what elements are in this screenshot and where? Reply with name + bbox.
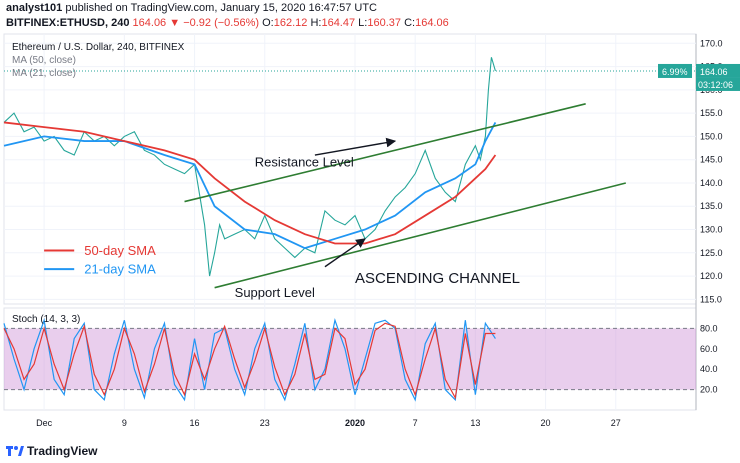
published-text: published on TradingView.com, January 15… <box>65 2 377 14</box>
open-label: O: <box>262 17 274 29</box>
high-value: 164.47 <box>321 17 356 29</box>
countdown-badge <box>696 77 740 91</box>
legend-50-label: 50-day SMA <box>84 243 156 258</box>
sma21-line <box>3 122 497 250</box>
time-tick-label: 16 <box>190 418 200 428</box>
support-line <box>214 182 626 289</box>
change-badge-label: 6.99% <box>662 67 688 77</box>
close-value: 164.06 <box>415 17 449 29</box>
price-tick-label: 150.0 <box>700 131 723 141</box>
tradingview-brand[interactable]: TradingView <box>27 444 98 458</box>
stoch-tick-label: 40.0 <box>700 364 718 374</box>
time-tick-label: 9 <box>122 418 127 428</box>
open-value: 162.12 <box>273 17 308 29</box>
price-badge <box>696 63 740 78</box>
time-tick-label: 7 <box>413 418 418 428</box>
author-name[interactable]: analyst101 <box>6 2 63 14</box>
high-label: H: <box>310 17 322 29</box>
time-tick-label: 13 <box>470 418 480 428</box>
price-tick-label: 135.0 <box>700 201 723 211</box>
price-tick-label: 145.0 <box>700 155 723 165</box>
ohlc-row: BITFINEX:ETHUSD, 240 164.06 ▼ −0.92 (−0.… <box>6 17 449 29</box>
annotations: Resistance Level Support Level ASCENDING C… <box>44 103 626 300</box>
axes: 115.0 120.0 125.0 130.0 135.0 140.0 145.0 150.0… <box>36 38 740 428</box>
ma50-indicator-label: MA (50, close) <box>12 55 76 66</box>
tradingview-logo-icon[interactable] <box>6 444 24 458</box>
resistance-arrow <box>314 137 397 156</box>
stoch-tick-label: 80.0 <box>700 323 718 333</box>
last-price: 164.06 <box>132 17 167 29</box>
ma21-indicator-label: MA (21, close) <box>12 68 76 79</box>
time-tick-label: 27 <box>611 418 621 428</box>
price-tick-label: 120.0 <box>700 271 723 281</box>
chart-canvas[interactable]: 115.0 120.0 125.0 130.0 135.0 140.0 145.0 150.0… <box>0 0 740 440</box>
stoch-title: Stoch (14, 3, 3) <box>12 314 80 325</box>
chart-header: analyst101 published on TradingView.com,… <box>0 0 740 34</box>
price-tick-label: 155.0 <box>700 108 723 118</box>
price-tick-label: 140.0 <box>700 178 723 188</box>
price-tick-label: 125.0 <box>700 248 723 258</box>
low-label: L: <box>358 17 368 29</box>
time-tick-label: 2020 <box>345 418 365 428</box>
low-value: 160.37 <box>367 17 402 29</box>
price-change: −0.92 (−0.56%) <box>183 17 260 29</box>
sma50-line <box>3 121 497 245</box>
symbol-label: BITFINEX:ETHUSD, 240 <box>6 17 130 29</box>
ascending-channel-label: ASCENDING CHANNEL <box>355 270 520 287</box>
close-label: C: <box>404 17 416 29</box>
price-pane <box>3 57 696 277</box>
countdown-label: 03:12:06 <box>698 80 733 90</box>
price-badge-label: 164.06 <box>700 67 728 77</box>
footer: TradingView <box>0 440 740 463</box>
chart-title: Ethereum / U.S. Dollar, 240, BITFINEX <box>12 42 185 53</box>
change-badge <box>658 63 692 78</box>
legend-21-label: 21-day SMA <box>84 262 156 277</box>
stoch-pane <box>3 317 696 402</box>
price-tick-label: 130.0 <box>700 225 723 235</box>
price-tick-label: 170.0 <box>700 38 723 48</box>
time-tick-label: 20 <box>541 418 551 428</box>
stoch-tick-label: 20.0 <box>700 385 718 395</box>
stoch-d-line <box>3 322 496 400</box>
support-level-label: Support Level <box>235 285 315 300</box>
down-arrow-icon: ▼ <box>169 17 181 29</box>
support-arrow <box>324 238 366 268</box>
stoch-tick-label: 60.0 <box>700 344 718 354</box>
price-tick-label: 115.0 <box>700 294 722 304</box>
time-tick-label: 23 <box>260 418 270 428</box>
resistance-line <box>184 103 586 203</box>
publish-info: analyst101 published on TradingView.com,… <box>6 2 377 14</box>
resistance-level-label: Resistance Level <box>255 155 354 170</box>
time-tick-label: Dec <box>36 418 53 428</box>
